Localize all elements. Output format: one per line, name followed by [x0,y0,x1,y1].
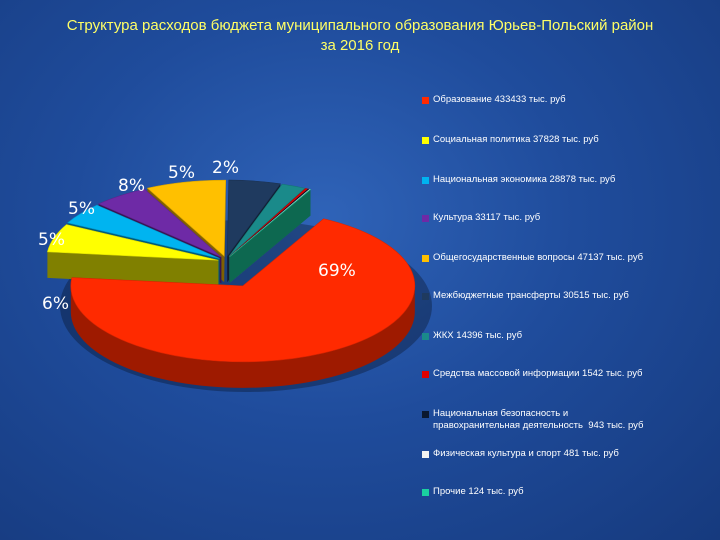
legend-label: Физическая культура и спорт 481 тыс. руб [433,448,619,459]
chart-title-line-2: за 2016 год [320,37,400,54]
legend-swatch [422,136,429,144]
legend-item-8: Средства массовой информации 1542 тыс. р… [422,368,643,380]
legend-label: Образование 433433 тыс. руб [433,94,566,105]
legend-item-9: Национальная безопасность и правохраните… [422,408,643,432]
legend-label: Культура 33117 тыс. руб [433,212,541,223]
legend-swatch [422,488,429,496]
legend-item-4: Культура 33117 тыс. руб [422,212,540,224]
legend-label: Средства массовой информации 1542 тыс. р… [433,368,643,379]
legend-swatch [422,410,429,418]
legend-label: Межбюджетные трансферты 30515 тыс. руб [433,290,629,301]
legend-item-2: Социальная политика 37828 тыс. руб [422,134,599,146]
legend-swatch [422,370,429,378]
legend-swatch [422,96,429,104]
legend-swatch [422,292,429,300]
legend-label: Прочие 124 тыс. руб [433,486,524,497]
legend-label: Социальная политика 37828 тыс. руб [433,134,599,145]
legend-item-1: Образование 433433 тыс. руб [422,94,566,106]
pct-label-5: 8% [118,176,145,196]
chart-title-line-1: Структура расходов бюджета муниципальног… [66,17,654,34]
legend-swatch [422,176,429,184]
legend-label: Национальная экономика 28878 тыс. руб [433,174,616,185]
legend-item-5: Общегосударственные вопросы 47137 тыс. р… [422,252,643,264]
legend-swatch [422,450,429,458]
legend-label: Общегосударственные вопросы 47137 тыс. р… [433,252,644,263]
pct-label-2: 6% [42,294,69,314]
legend-item-7: ЖКХ 14396 тыс. руб [422,330,522,342]
legend-item-6: Межбюджетные трансферты 30515 тыс. руб [422,290,629,302]
chart-title: Структура расходов бюджета муниципальног… [0,16,720,56]
legend-swatch [422,214,429,222]
pct-label-7: 2% [212,158,239,178]
pct-label-1: 69% [318,261,356,281]
pie-slice-1 [70,218,416,388]
legend-label: ЖКХ 14396 тыс. руб [433,330,523,341]
legend-item-10: Физическая культура и спорт 481 тыс. руб [422,448,619,460]
pct-label-6: 5% [168,163,195,183]
legend-item-11: Прочие 124 тыс. руб [422,486,524,498]
pct-label-3: 5% [38,230,65,250]
pie-slice-11 [229,189,312,283]
pie-slice-2 [47,224,219,287]
legend-label: Национальная безопасность и правохраните… [433,408,644,431]
legend-item-3: Национальная экономика 28878 тыс. руб [422,174,615,186]
legend-swatch [422,332,429,340]
pct-label-4: 5% [68,199,95,219]
legend-swatch [422,254,429,262]
